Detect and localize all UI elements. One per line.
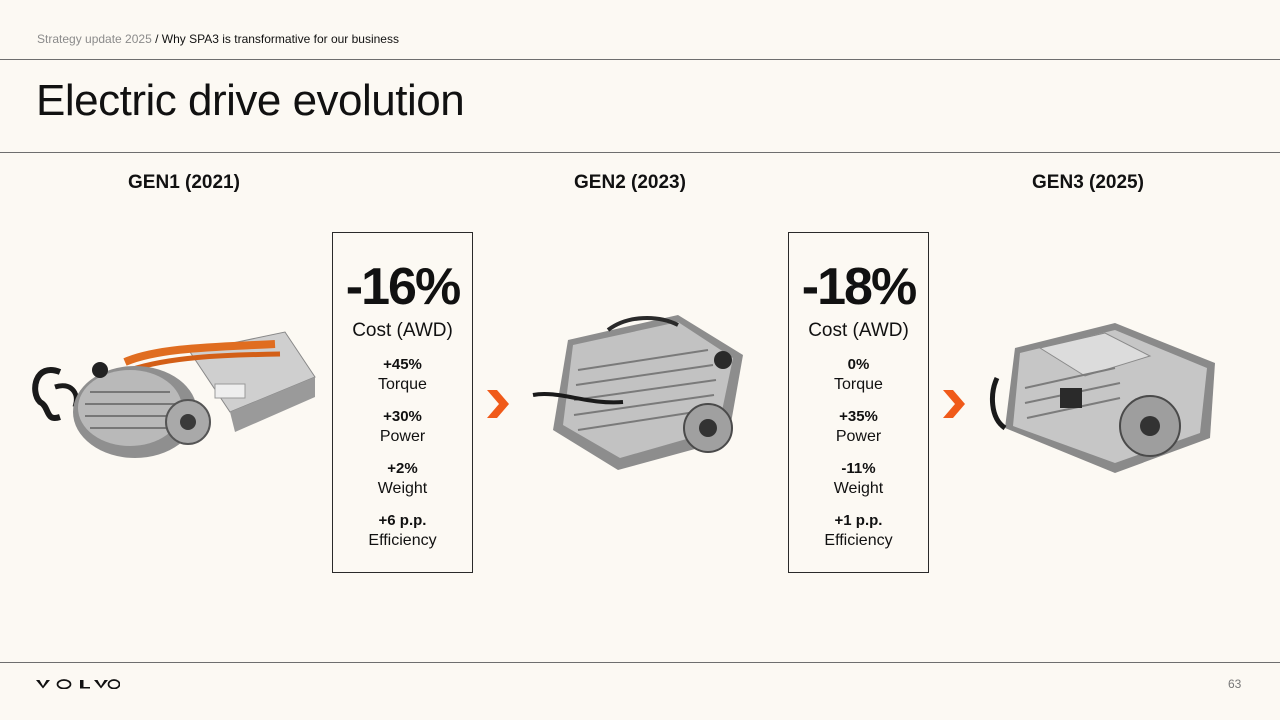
chevron-right-icon bbox=[487, 390, 509, 418]
metric-value: +30% bbox=[383, 408, 422, 425]
header-divider bbox=[0, 59, 1280, 60]
chevron-right-icon bbox=[943, 390, 965, 418]
power-metric: +30% Power bbox=[333, 407, 472, 447]
breadcrumb-section: Strategy update 2025 bbox=[37, 32, 152, 46]
metric-label: Weight bbox=[377, 480, 428, 497]
breadcrumb: Strategy update 2025 / Why SPA3 is trans… bbox=[37, 32, 399, 46]
torque-metric: +45% Torque bbox=[333, 355, 472, 395]
metric-label: Efficiency bbox=[824, 532, 893, 549]
metric-value: 0% bbox=[847, 356, 870, 373]
metric-label: Torque bbox=[378, 376, 427, 393]
cost-change-value: -16% bbox=[345, 258, 461, 316]
volvo-logo bbox=[36, 679, 120, 689]
gen2-to-gen3-stats: -18% Cost (AWD) 0% Torque +35% Power -11… bbox=[788, 232, 929, 573]
breadcrumb-separator: / bbox=[151, 32, 162, 46]
metric-value: +1 p.p. bbox=[834, 512, 883, 529]
metric-value: +2% bbox=[387, 460, 418, 477]
gen1-title: GEN1 (2021) bbox=[128, 172, 240, 193]
metric-label: Efficiency bbox=[368, 532, 437, 549]
gen3-title: GEN3 (2025) bbox=[1032, 172, 1144, 193]
gen1-motor-image bbox=[32, 331, 316, 458]
metric-label: Weight bbox=[833, 480, 884, 497]
power-metric: +35% Power bbox=[789, 407, 928, 447]
metric-label: Power bbox=[835, 428, 882, 445]
weight-metric: -11% Weight bbox=[789, 459, 928, 499]
metric-value: +6 p.p. bbox=[378, 512, 427, 529]
metric-value: -11% bbox=[841, 460, 876, 477]
metric-value: +35% bbox=[839, 408, 878, 425]
torque-metric: 0% Torque bbox=[789, 355, 928, 395]
footer-divider bbox=[0, 662, 1280, 663]
page-number: 63 bbox=[1228, 677, 1242, 691]
efficiency-metric: +6 p.p. Efficiency bbox=[333, 511, 472, 551]
cost-change-label: Cost (AWD) bbox=[352, 320, 453, 341]
cost-change-value: -18% bbox=[801, 258, 917, 316]
gen2-title: GEN2 (2023) bbox=[574, 172, 686, 193]
metric-label: Power bbox=[379, 428, 426, 445]
metric-label: Torque bbox=[834, 376, 883, 393]
gen3-motor-image bbox=[990, 323, 1215, 473]
gen1-to-gen2-stats: -16% Cost (AWD) +45% Torque +30% Power +… bbox=[332, 232, 473, 573]
breadcrumb-page: Why SPA3 is transformative for our busin… bbox=[161, 32, 399, 46]
cost-change-label: Cost (AWD) bbox=[808, 320, 909, 341]
efficiency-metric: +1 p.p. Efficiency bbox=[789, 511, 928, 551]
gen2-motor-image bbox=[532, 315, 743, 470]
metric-value: +45% bbox=[383, 356, 422, 373]
page-title: Electric drive evolution bbox=[36, 76, 465, 125]
weight-metric: +2% Weight bbox=[333, 459, 472, 499]
title-divider bbox=[0, 152, 1280, 153]
